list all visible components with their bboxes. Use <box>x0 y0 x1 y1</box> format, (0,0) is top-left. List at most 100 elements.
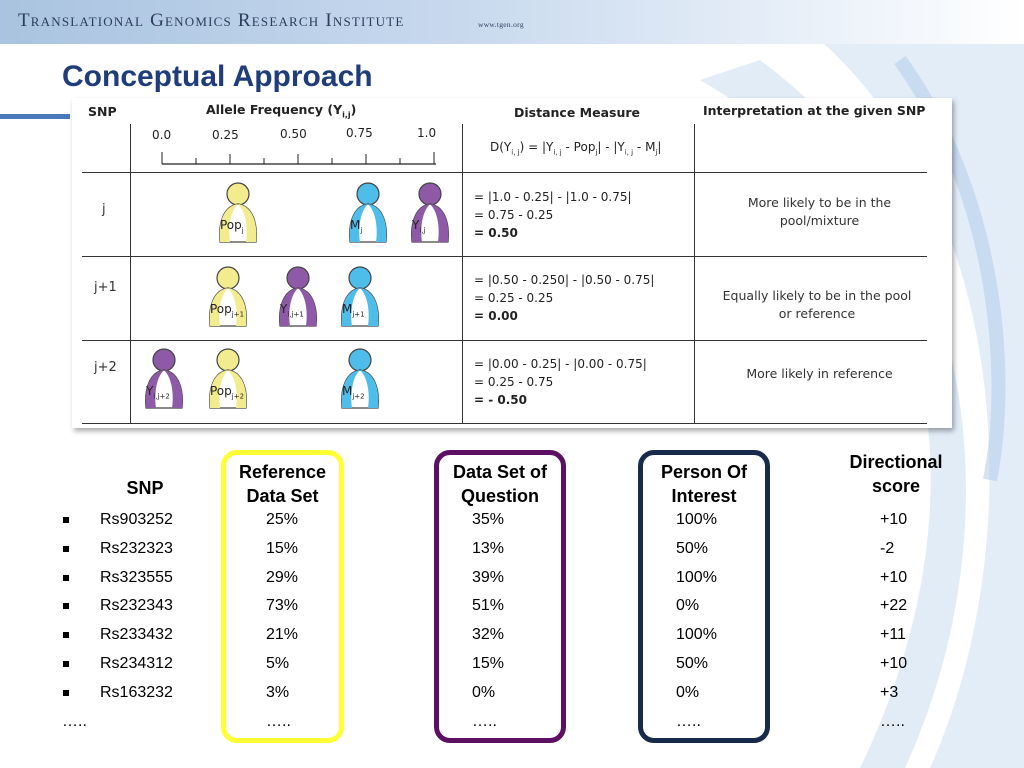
tick-label-3: 0.75 <box>346 126 373 140</box>
row-bullet <box>63 545 69 552</box>
row-bullet <box>63 517 69 523</box>
allele-figure-label: Mj+1 <box>342 302 365 319</box>
header-banner: Translational Genomics Research Institut… <box>0 0 1024 44</box>
row-divider-2 <box>82 340 927 341</box>
row-snp-j: j <box>102 202 106 217</box>
table-cell-poi: 50% <box>676 655 709 672</box>
table-cell-snp: Rs232323 <box>100 539 173 557</box>
table-cell-snp: Rs233432 <box>100 626 173 644</box>
ellipsis-score: ….. <box>880 713 905 730</box>
allele-figure-pop <box>219 182 257 243</box>
table-cell-ref: 5% <box>266 655 290 672</box>
table-cell-poi: 100% <box>676 511 717 528</box>
title-accent-rule <box>0 114 70 119</box>
table-cell-snp: Rs323555 <box>100 568 173 586</box>
row-divider-3 <box>82 423 927 424</box>
ellipsis-reference: ….. <box>266 713 291 730</box>
table-cell-ds: 35% <box>472 511 505 528</box>
tick-label-1: 0.25 <box>212 128 239 142</box>
allele-figure-label: Popj+1 <box>210 302 245 319</box>
row-snp-j2: j+2 <box>94 360 117 375</box>
row-bullet <box>63 661 69 667</box>
table-cell-score: +22 <box>880 597 908 615</box>
allele-figure-label: Mj+2 <box>342 384 365 401</box>
table-cell-ds: 15% <box>472 655 505 672</box>
figure-header-allele: Allele Frequency (Yi,j) <box>206 102 357 120</box>
table-cell-snp: Rs232343 <box>100 597 173 615</box>
allele-figure-label: Popj <box>220 218 244 235</box>
allele-figure-m <box>341 348 379 409</box>
table-cell-score: -2 <box>880 539 895 557</box>
ellipsis-dataset: ….. <box>472 713 497 730</box>
table-cell-ref: 73% <box>266 597 299 615</box>
row-j1-equation: = |0.50 - 0.250| - |0.50 - 0.75| = 0.25 -… <box>474 273 655 323</box>
table-header-snp: SNP <box>126 478 164 498</box>
table-cell-poi: 0% <box>676 683 700 701</box>
tick-label-2: 0.50 <box>280 127 307 141</box>
row-j2-interpretation: More likely in reference <box>746 366 893 381</box>
allele-figure-label: Yi,j <box>412 218 426 235</box>
institute-name: Translational Genomics Research Institut… <box>18 10 405 31</box>
row-bullet <box>63 689 69 696</box>
person-column-box <box>638 450 770 743</box>
allele-figure-label: Popj+2 <box>210 384 245 401</box>
table-cell-score: +3 <box>880 683 899 701</box>
row-bullet <box>63 603 69 610</box>
allele-axis <box>161 152 436 165</box>
allele-figure-m <box>341 266 379 327</box>
table-cell-poi: 100% <box>676 626 717 644</box>
table-header-reference: Reference Data Set <box>238 462 327 506</box>
row-bullet <box>63 632 69 639</box>
allele-figure-label: Mj <box>350 218 363 235</box>
row-bullet <box>63 574 69 581</box>
table-cell-ref: 25% <box>266 511 299 528</box>
allele-figure-label: Yi,j+1 <box>280 302 304 319</box>
dataset-column-box <box>434 450 566 743</box>
table-cell-score: +11 <box>880 626 906 644</box>
row-divider-0 <box>82 172 927 173</box>
table-cell-poi: 50% <box>676 539 709 557</box>
table-cell-ref: 3% <box>266 683 290 701</box>
table-cell-snp: Rs163232 <box>100 683 173 701</box>
table-cell-ds: 13% <box>472 539 505 557</box>
row-snp-j1: j+1 <box>94 280 117 295</box>
allele-figure-m <box>349 182 387 243</box>
table-cell-ds: 0% <box>472 683 496 701</box>
institute-url: www.tgen.org <box>478 20 524 29</box>
tick-label-4: 1.0 <box>417 126 437 140</box>
ellipsis-person: ….. <box>676 713 701 730</box>
allele-figure-pop <box>209 348 247 409</box>
allele-figure-y <box>145 348 183 409</box>
row-divider-1 <box>82 256 927 257</box>
figure-header-snp: SNP <box>88 104 117 119</box>
table-cell-ref: 29% <box>266 568 299 586</box>
table-cell-ds: 39% <box>472 568 505 586</box>
ellipsis-snp: ….. <box>62 713 87 730</box>
divider-distance <box>462 124 463 424</box>
slide-title: Conceptual Approach <box>62 60 373 93</box>
distance-formula: D(Yi, j) = |Yi, j - Popj| - |Yi, j - Mj| <box>490 140 662 157</box>
table-cell-score: +10 <box>880 655 908 672</box>
table-cell-snp: Rs234312 <box>100 655 173 672</box>
table-header-dataset: Data Set of Question <box>452 462 548 506</box>
allele-figure-y <box>279 266 317 327</box>
table-cell-ds: 51% <box>472 597 505 615</box>
table-header-person: Person Of Interest <box>660 462 748 506</box>
table-cell-score: +10 <box>880 511 908 528</box>
table-header-score: Directional score <box>849 452 943 496</box>
allele-figure-label: Yi,j+2 <box>146 384 170 401</box>
allele-figure-y <box>411 182 449 243</box>
row-j-interpretation: More likely to be in the pool/mixture <box>747 195 892 228</box>
figure-header-distance: Distance Measure <box>514 105 640 120</box>
table-cell-poi: 0% <box>676 597 700 615</box>
divider-snp <box>130 124 131 424</box>
table-cell-poi: 100% <box>676 568 717 586</box>
row-j2-equation: = |0.00 - 0.25| - |0.00 - 0.75| = 0.25 - … <box>474 357 647 407</box>
table-cell-score: +10 <box>880 568 908 586</box>
table-cell-ref: 15% <box>266 539 299 557</box>
row-j-equation: = |1.0 - 0.25| - |1.0 - 0.75| = 0.75 - 0.… <box>474 190 632 240</box>
row-j1-interpretation: Equally likely to be in the pool or refer… <box>722 288 912 321</box>
allele-figure-pop <box>209 266 247 327</box>
figure-header-interpretation: Interpretation at the given SNP <box>703 103 926 118</box>
concept-figure: SNP Allele Frequency (Yi,j) Distance Mea… <box>72 98 952 428</box>
